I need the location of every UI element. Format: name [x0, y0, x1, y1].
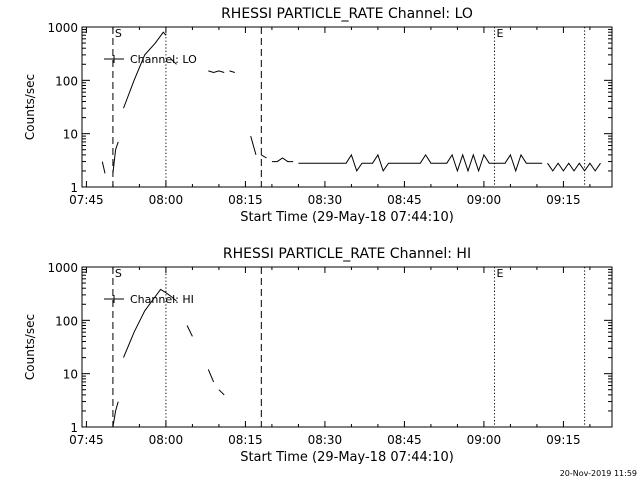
time-marker-label: E — [497, 267, 504, 280]
data-line-segment — [298, 153, 543, 173]
data-line-segment — [208, 70, 225, 74]
data-line-segment — [547, 162, 601, 172]
data-line-segment — [218, 389, 225, 396]
x-tick-label: 08:45 — [387, 433, 422, 447]
time-marker-label: E — [497, 27, 504, 40]
x-tick-label: 07:45 — [69, 433, 104, 447]
plot-frame — [81, 266, 613, 428]
data-line-segment — [271, 157, 294, 163]
data-line-segment — [207, 369, 215, 383]
x-tick-label: 08:30 — [308, 193, 343, 207]
x-tick-label: 08:15 — [228, 433, 263, 447]
time-marker-label: S — [115, 27, 122, 40]
data-line-segment — [112, 141, 119, 174]
x-tick-label: 09:00 — [467, 193, 502, 207]
x-tick-label: 07:45 — [69, 193, 104, 207]
y-tick-label: 10 — [63, 128, 78, 142]
footer-timestamp: 20-Nov-2019 11:59 — [560, 469, 637, 478]
x-tick-label: 09:15 — [546, 433, 581, 447]
y-tick-label: 100 — [55, 74, 78, 88]
data-line-segment — [112, 401, 119, 428]
time-marker-label: S — [115, 267, 122, 280]
y-tick-label: 1000 — [47, 21, 78, 35]
legend-label: Channel: LO — [130, 53, 197, 66]
data-line-segment — [101, 161, 106, 174]
lo-channel-panel: RHESSI PARTICLE_RATE Channel: LO 07:45 08:… — [23, 6, 613, 225]
x-tick-label: 08:00 — [149, 433, 184, 447]
y-axis-label: Counts/sec — [23, 314, 37, 380]
x-axis-label: Start Time (29-May-18 07:44:10) — [240, 450, 454, 465]
data-line-segment — [186, 325, 193, 337]
y-axis-label: Counts/sec — [23, 74, 37, 140]
y-tick-label: 100 — [55, 314, 78, 328]
data-line-segment — [123, 288, 177, 358]
x-tick-label: 08:45 — [387, 193, 422, 207]
x-tick-label: 08:15 — [228, 193, 263, 207]
chart-title: RHESSI PARTICLE_RATE Channel: HI — [223, 246, 471, 262]
x-tick-label: 09:15 — [546, 193, 581, 207]
data-line-segment — [250, 135, 257, 156]
y-tick-label: 1 — [70, 181, 78, 195]
y-tick-label: 10 — [63, 368, 78, 382]
y-tick-label: 1 — [70, 421, 78, 435]
data-line-segment — [170, 58, 177, 65]
chart-title: RHESSI PARTICLE_RATE Channel: LO — [221, 6, 473, 22]
y-tick-label: 1000 — [47, 261, 78, 275]
hi-channel-panel: RHESSI PARTICLE_RATE Channel: HI 07:45 08:… — [23, 246, 613, 465]
x-axis-label: Start Time (29-May-18 07:44:10) — [240, 210, 454, 225]
x-tick-label: 08:00 — [149, 193, 184, 207]
data-line-segment — [123, 31, 167, 109]
plot-frame — [81, 26, 613, 188]
x-tick-label: 09:00 — [467, 433, 502, 447]
data-line-segment — [261, 154, 267, 159]
legend-label: Channel: HI — [130, 293, 194, 306]
x-tick-label: 08:30 — [308, 433, 343, 447]
data-line-segment — [229, 70, 235, 73]
